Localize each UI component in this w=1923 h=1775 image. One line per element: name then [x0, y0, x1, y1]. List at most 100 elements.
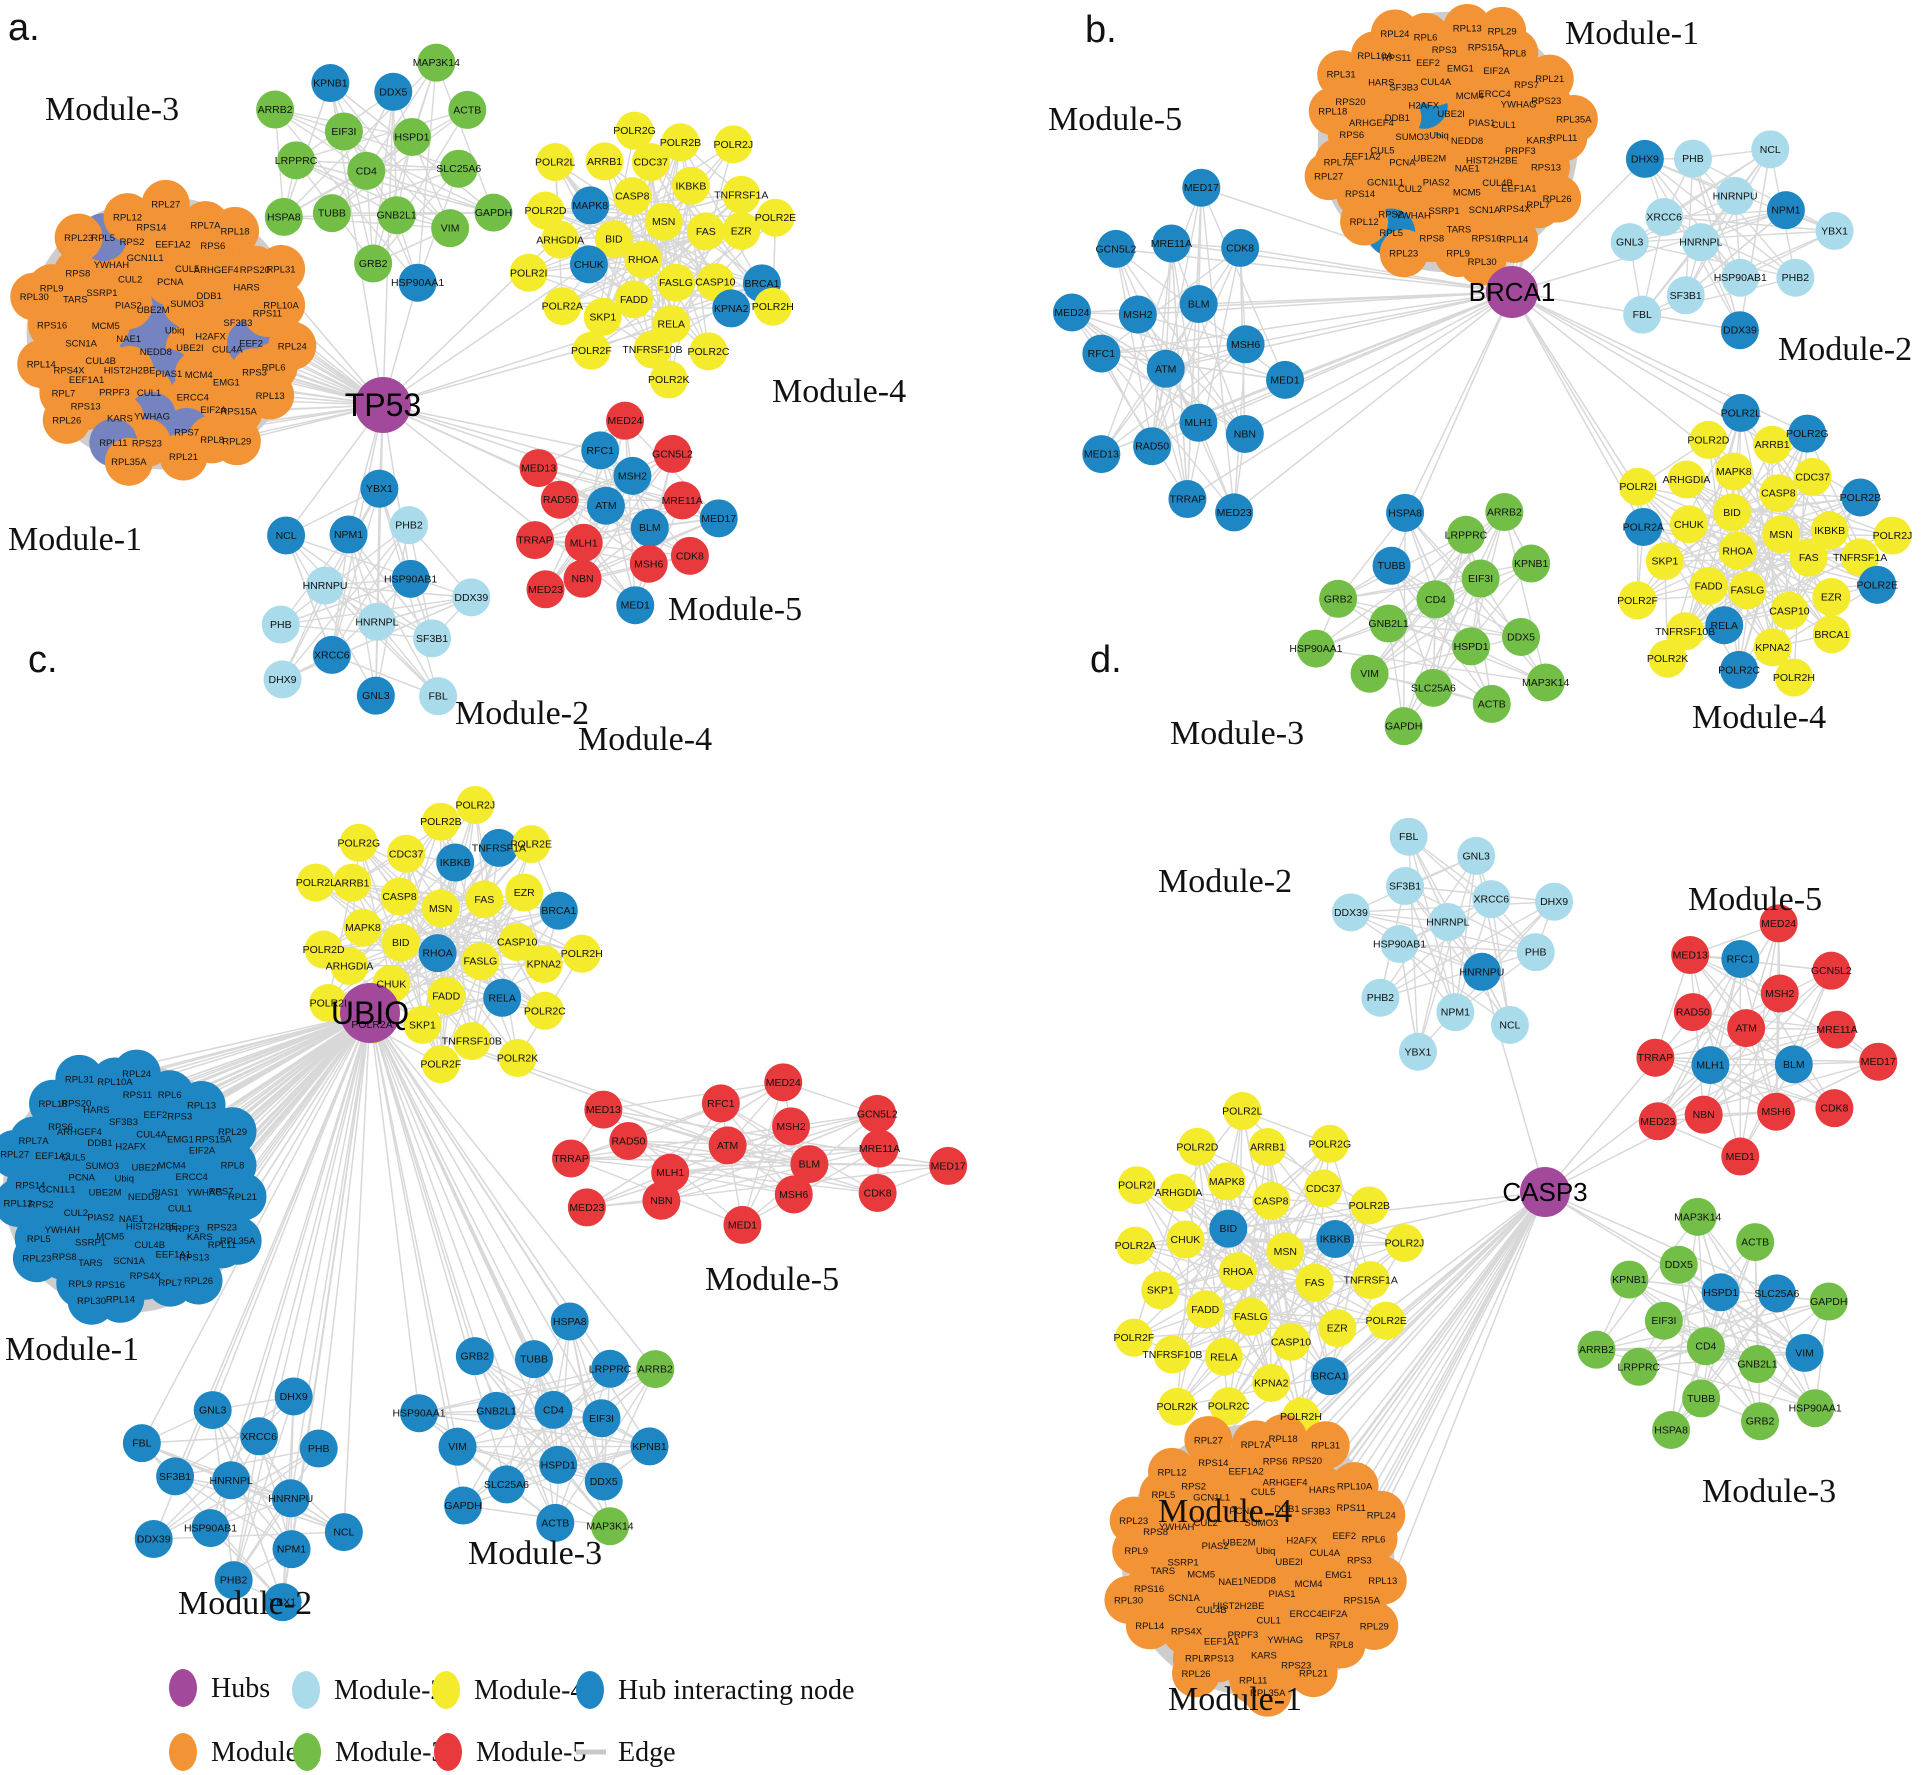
node-label-RPL10A: RPL10A [1357, 51, 1393, 62]
node-label-ARHGDIA: ARHGDIA [1663, 474, 1711, 486]
node-label-RPL26: RPL26 [1543, 194, 1572, 205]
edge [1511, 209, 1787, 293]
node-FBL [419, 677, 458, 716]
edge [581, 453, 674, 580]
node-label-FASLG: FASLG [1730, 585, 1764, 597]
edge [1544, 1191, 1778, 1295]
node-RPL31 [55, 1054, 104, 1103]
node-DHX9 [263, 660, 302, 699]
node-label-RPL14: RPL14 [27, 359, 56, 370]
edge [1692, 1011, 1777, 1113]
node-label-RHOA: RHOA [1722, 545, 1752, 557]
node-label-RPL18: RPL18 [221, 226, 250, 237]
node-DHX9 [1625, 139, 1664, 178]
node-MAPK8 [343, 908, 382, 947]
edge [1200, 187, 1286, 381]
node-label-RPS4X: RPS4X [1171, 1627, 1203, 1638]
node-label-Ubiq: Ubiq [1429, 131, 1449, 142]
node-label-RPL23: RPL23 [1119, 1516, 1148, 1527]
node-label-POLR2J: POLR2J [1385, 1237, 1425, 1249]
node-VIM [438, 1427, 477, 1466]
node-label-VIM: VIM [1795, 1347, 1814, 1359]
node-label-ARHGEF4: ARHGEF4 [1349, 118, 1394, 129]
node-label-PIAS1: PIAS1 [155, 369, 182, 380]
node-label-RPS8: RPS8 [1419, 234, 1444, 245]
node-label-GCN5L2: GCN5L2 [1096, 243, 1137, 255]
node-label-POLR2E: POLR2E [1857, 579, 1898, 591]
edge [1544, 1064, 1711, 1193]
node-label-TARS: TARS [63, 294, 88, 305]
node-RPL21 [159, 432, 208, 481]
node-ARRB1 [1753, 425, 1792, 464]
node-label-DDB1: DDB1 [1385, 113, 1410, 124]
node-label-RPL29: RPL29 [222, 437, 251, 448]
node-POLR2J [1873, 516, 1912, 555]
node-RPL30 [67, 1276, 116, 1325]
module-label-module-1: Module-1 [8, 521, 142, 558]
node-BLM [790, 1145, 829, 1184]
node-label-RPL14: RPL14 [1499, 234, 1528, 245]
node-label-POLR2D: POLR2D [525, 205, 567, 217]
node-label-RPS16: RPS16 [1471, 233, 1501, 244]
node-label-RPL31: RPL31 [1327, 70, 1356, 81]
node-label-RPL7A: RPL7A [1324, 158, 1355, 169]
node-label-CUL4B: CUL4B [1196, 1605, 1227, 1616]
node-RFC1 [1721, 939, 1760, 978]
node-label-POLR2C: POLR2C [1718, 664, 1760, 676]
node-label-POLR2G: POLR2G [1309, 1138, 1352, 1150]
node-IKBKB [671, 166, 710, 205]
edge [1071, 311, 1199, 424]
node-MRE11A [1818, 1010, 1857, 1049]
node-label-SLC25A6: SLC25A6 [1754, 1288, 1799, 1300]
node-label-PIAS1: PIAS1 [152, 1187, 179, 1198]
legend-label-hub-interacting-node: Hub interacting node [618, 1675, 854, 1706]
node-label-RPS4X: RPS4X [1499, 204, 1531, 215]
node-label-CUL2: CUL2 [1398, 184, 1422, 195]
node-label-RPS14: RPS14 [136, 223, 166, 234]
node-label-MED1: MED1 [1270, 374, 1299, 386]
node-RPL26 [42, 395, 91, 444]
edge [416, 62, 438, 283]
node-label-TRRAP: TRRAP [1638, 1052, 1674, 1064]
edge [1200, 187, 1235, 513]
node-label-EMG1: EMG1 [1447, 64, 1474, 75]
node-RPL31 [1301, 1421, 1350, 1470]
edge [369, 1012, 611, 1527]
node-label-RELA: RELA [1711, 620, 1738, 632]
node-label-CASP10: CASP10 [497, 937, 537, 949]
node-RPL29 [208, 1107, 257, 1156]
node-label-RPL35A: RPL35A [220, 1236, 256, 1247]
node-label-UBE2M: UBE2M [137, 305, 170, 316]
node-label-MED1: MED1 [728, 1219, 757, 1231]
node-IKBKB [1810, 511, 1849, 550]
node-label-CASP8: CASP8 [1761, 488, 1796, 500]
edge [1101, 343, 1246, 355]
node-label-CDK8: CDK8 [1820, 1103, 1848, 1115]
node-DDX39 [1720, 311, 1759, 350]
node-label-SUMO3: SUMO3 [85, 1161, 119, 1172]
node-BLM [630, 508, 669, 547]
node-label-POLR2L: POLR2L [535, 156, 575, 168]
node-BID [1209, 1209, 1248, 1248]
node-label-CASP10: CASP10 [1769, 605, 1809, 617]
node-label-RPL7: RPL7 [158, 1278, 182, 1289]
legend-swatch-hub-interacting-node [576, 1671, 604, 1709]
node-YBX1 [1815, 211, 1854, 250]
edge [741, 1082, 784, 1226]
edge [1379, 898, 1492, 999]
node-label-ARRB2: ARRB2 [638, 1364, 673, 1376]
node-label-RPL13: RPL13 [187, 1100, 216, 1111]
node-label-RPS8: RPS8 [52, 1252, 77, 1263]
node-label-FBL: FBL [1633, 309, 1652, 321]
node-GNL3 [356, 676, 395, 715]
node-HSPD1 [1701, 1273, 1740, 1312]
edge [372, 168, 460, 265]
node-label-EZR: EZR [731, 225, 752, 237]
node-NPM1 [272, 1530, 311, 1569]
edge [241, 1012, 371, 1198]
node-TUBB [1682, 1379, 1721, 1418]
node-NBN [642, 1181, 681, 1220]
node-FAS [686, 212, 725, 251]
node-label-ARHGEF4: ARHGEF4 [194, 265, 239, 276]
node-label-RPL31: RPL31 [65, 1074, 94, 1085]
